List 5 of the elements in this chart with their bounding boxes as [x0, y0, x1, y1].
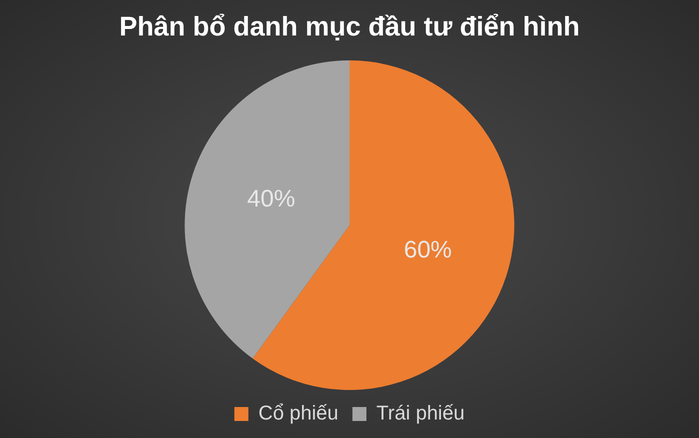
- data-label: 40%: [247, 185, 296, 212]
- legend-label: Cổ phiếu: [258, 402, 338, 425]
- data-label: 60%: [404, 236, 452, 264]
- chart-title: Phân bổ danh mục đầu tư điển hình: [119, 12, 580, 42]
- legend-label: Trái phiếu: [376, 402, 465, 425]
